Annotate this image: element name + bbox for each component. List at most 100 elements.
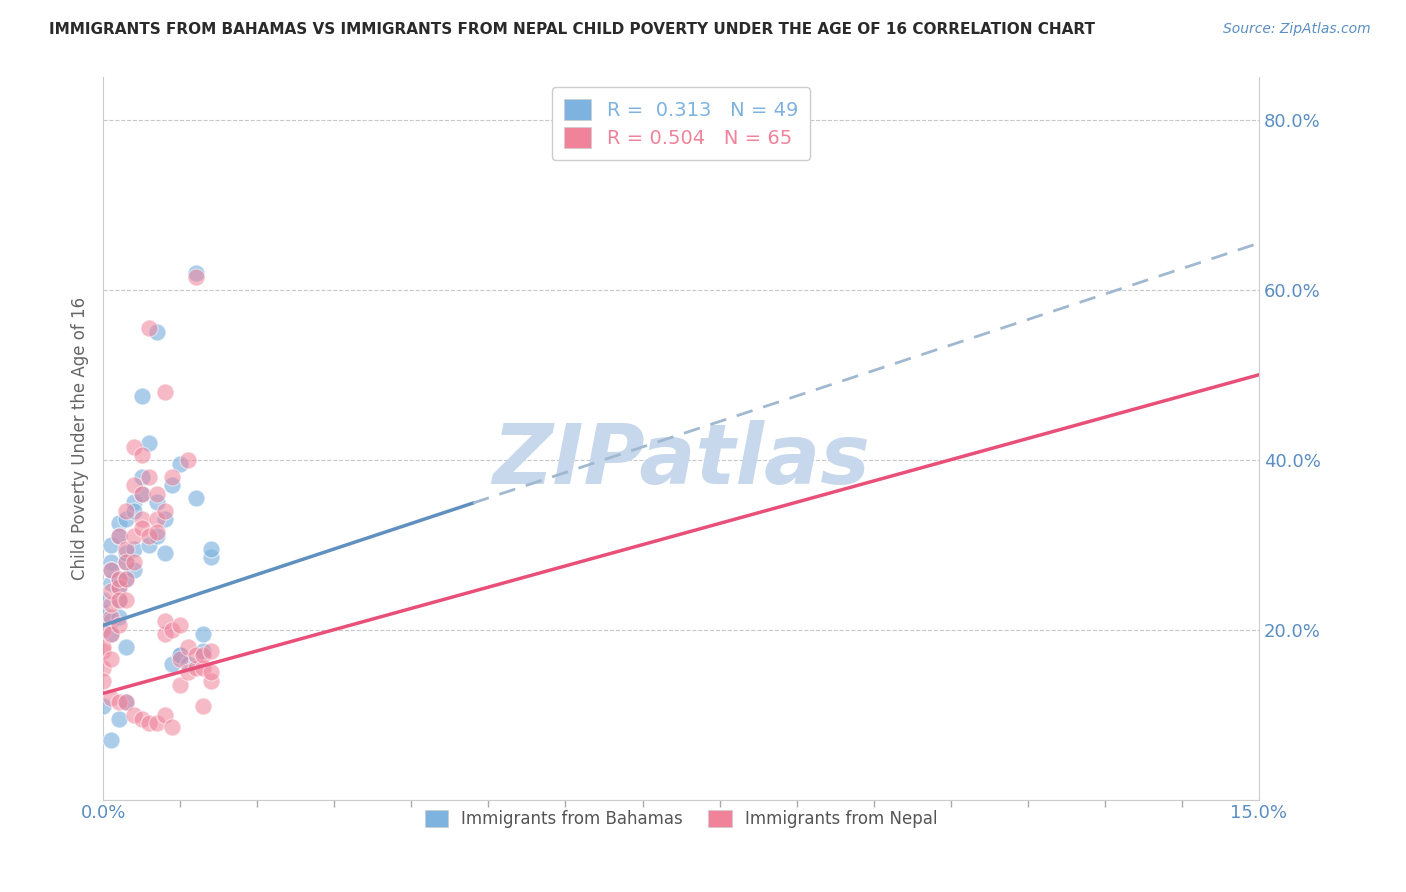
Point <box>115 572 138 586</box>
Point <box>91 644 114 658</box>
Point <box>193 661 215 675</box>
Point <box>131 469 153 483</box>
Point <box>169 457 191 471</box>
Point <box>169 652 191 666</box>
Point <box>131 486 153 500</box>
Point <box>100 563 122 577</box>
Point <box>153 707 176 722</box>
Point <box>100 733 122 747</box>
Point <box>91 699 114 714</box>
Point <box>177 452 200 467</box>
Point <box>122 555 145 569</box>
Point <box>184 491 207 505</box>
Point <box>138 716 160 731</box>
Text: ZIPatlas: ZIPatlas <box>492 419 870 500</box>
Point <box>184 266 207 280</box>
Point <box>115 640 138 654</box>
Point <box>107 712 129 726</box>
Point <box>146 326 169 340</box>
Point <box>193 644 215 658</box>
Point <box>91 673 114 688</box>
Point <box>200 644 222 658</box>
Point <box>131 486 153 500</box>
Point <box>100 627 122 641</box>
Point <box>107 593 129 607</box>
Point <box>107 618 129 632</box>
Point <box>100 575 122 590</box>
Point <box>184 270 207 285</box>
Point <box>122 707 145 722</box>
Point <box>115 504 138 518</box>
Point <box>91 661 114 675</box>
Point <box>107 529 129 543</box>
Point <box>177 657 200 671</box>
Point <box>146 529 169 543</box>
Point <box>115 512 138 526</box>
Point <box>169 618 191 632</box>
Point <box>162 657 184 671</box>
Point <box>184 661 207 675</box>
Point <box>107 572 129 586</box>
Point <box>131 712 153 726</box>
Point <box>169 678 191 692</box>
Point <box>100 555 122 569</box>
Point <box>177 640 200 654</box>
Point <box>162 623 184 637</box>
Point <box>177 665 200 679</box>
Point <box>146 512 169 526</box>
Point <box>193 699 215 714</box>
Point <box>100 627 122 641</box>
Point <box>107 580 129 594</box>
Point <box>184 648 207 662</box>
Point <box>122 563 145 577</box>
Point <box>138 435 160 450</box>
Point <box>138 469 160 483</box>
Point <box>146 524 169 539</box>
Point <box>122 529 145 543</box>
Point <box>162 720 184 734</box>
Point <box>153 384 176 399</box>
Point <box>153 512 176 526</box>
Text: Source: ZipAtlas.com: Source: ZipAtlas.com <box>1223 22 1371 37</box>
Point <box>115 572 138 586</box>
Point <box>200 550 222 565</box>
Point <box>138 538 160 552</box>
Point <box>162 478 184 492</box>
Point <box>107 572 129 586</box>
Point <box>153 614 176 628</box>
Point <box>153 546 176 560</box>
Point <box>107 516 129 531</box>
Point <box>100 614 122 628</box>
Point <box>169 648 191 662</box>
Point <box>107 610 129 624</box>
Point <box>146 495 169 509</box>
Point <box>169 648 191 662</box>
Point <box>146 716 169 731</box>
Point <box>200 673 222 688</box>
Point <box>100 610 122 624</box>
Point <box>115 555 138 569</box>
Point <box>131 512 153 526</box>
Point <box>122 478 145 492</box>
Point <box>193 627 215 641</box>
Point <box>200 541 222 556</box>
Point <box>100 690 122 705</box>
Point <box>107 695 129 709</box>
Point <box>100 538 122 552</box>
Point <box>200 665 222 679</box>
Point <box>91 640 114 654</box>
Point <box>153 627 176 641</box>
Point <box>115 541 138 556</box>
Point <box>100 563 122 577</box>
Point <box>122 495 145 509</box>
Legend: Immigrants from Bahamas, Immigrants from Nepal: Immigrants from Bahamas, Immigrants from… <box>418 803 943 835</box>
Point <box>115 695 138 709</box>
Point <box>138 529 160 543</box>
Point <box>122 504 145 518</box>
Point <box>91 593 114 607</box>
Point <box>107 529 129 543</box>
Point <box>115 695 138 709</box>
Point <box>122 440 145 454</box>
Point <box>131 449 153 463</box>
Point <box>193 648 215 662</box>
